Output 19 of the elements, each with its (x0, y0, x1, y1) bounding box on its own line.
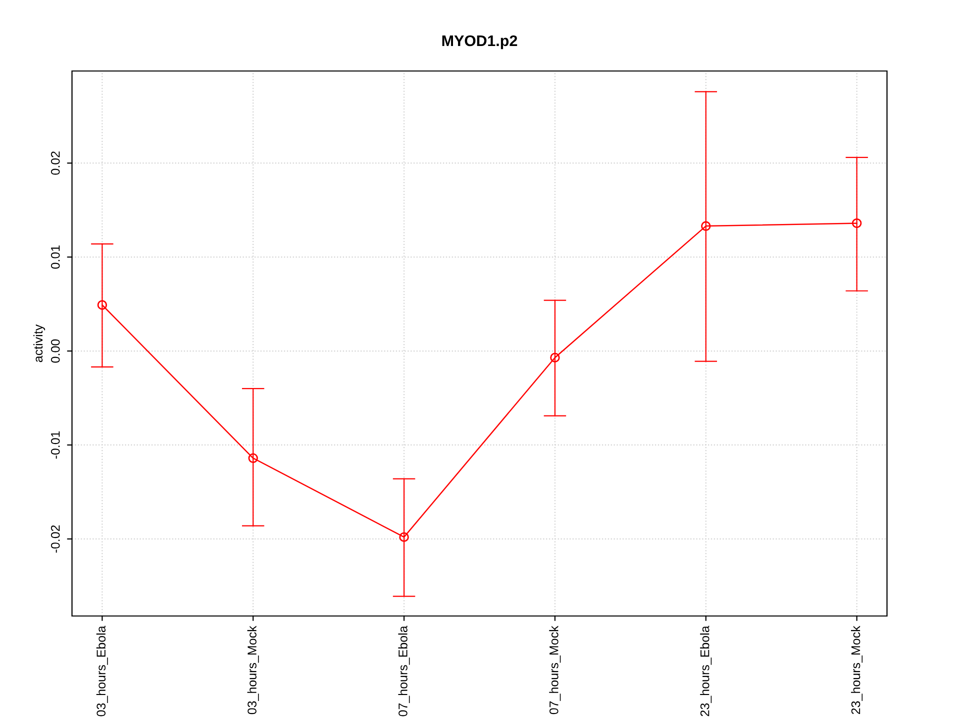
point (97, 300, 108, 310)
x-tick-label: 07_hours_Mock (549, 626, 561, 714)
y-tick-label: 0.02 (50, 152, 60, 175)
point (550, 352, 560, 362)
y-tick-label: 0.01 (50, 245, 60, 269)
y-axis-title: activity (33, 324, 46, 362)
chart-title: MYOD1.p2 (442, 35, 518, 50)
y-tick-label: -0.02 (50, 525, 60, 553)
point (248, 453, 258, 463)
x-tick-label: 23_hours_Ebola (700, 626, 712, 716)
point (852, 218, 862, 228)
x-tick-label: 23_hours_Mock (850, 626, 863, 714)
point (399, 532, 409, 542)
x-tick-label: 03_hours_Mock (247, 626, 259, 714)
x-tick-label: 03_hours_Ebola (96, 626, 108, 716)
x-tick-label: 07_hours_Ebola (398, 626, 410, 716)
y-tick-label: -0.01 (50, 431, 60, 459)
point (701, 221, 711, 231)
y-tick-label: 0.00 (50, 339, 60, 363)
